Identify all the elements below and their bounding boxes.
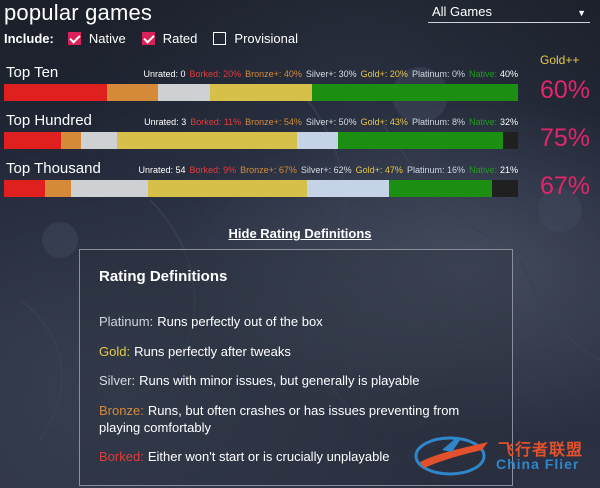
stat-platinum: Platinum: 8% — [411, 117, 465, 127]
bar-segment-red — [4, 180, 46, 197]
stat-bronze: Bronze+: 54% — [245, 117, 302, 127]
tier-name: Top Hundred — [6, 112, 92, 129]
game-filter-selected: All Games — [432, 4, 492, 19]
definition-gold: Gold: Runs perfectly after tweaks — [99, 343, 499, 360]
rated-checkbox-label: Rated — [162, 30, 198, 46]
game-filter-dropdown[interactable]: All Games ▼ — [428, 1, 590, 23]
stat-native-label: Native: — [468, 69, 497, 79]
bar-segment-green — [312, 84, 518, 101]
include-filters: Include: Native Rated Provisional — [4, 30, 314, 46]
rating-bar — [4, 180, 518, 197]
rated-checkbox[interactable]: Rated — [141, 30, 198, 46]
stat-native-value: 21% — [499, 165, 518, 175]
stat-bronze: Bronze+: 67% — [240, 165, 297, 175]
gold-plus-percent: 67% — [540, 172, 591, 200]
bar-segment-dark — [492, 180, 518, 197]
rating-definitions-panel: Rating Definitions Platinum: Runs perfect… — [79, 249, 513, 486]
stat-gold: Gold+: 20% — [360, 69, 408, 79]
bar-segment-orange — [106, 84, 159, 101]
bar-segment-silver — [81, 132, 118, 149]
gold-plus-header: Gold++ — [540, 53, 580, 67]
stat-bronze: Bronze+: 40% — [245, 69, 302, 79]
stat-borked: Borked: 9% — [189, 165, 237, 175]
definition-key: Silver: — [99, 373, 136, 388]
bar-segment-gold — [209, 84, 313, 101]
stat-platinum: Platinum: 16% — [406, 165, 465, 175]
stat-silver: Silver+: 30% — [305, 69, 357, 79]
tier-stats: Unrated: 0 Borked: 20% Bronze+: 40% Silv… — [140, 69, 518, 79]
stat-gold: Gold+: 43% — [360, 117, 408, 127]
native-checkbox-label: Native — [88, 30, 126, 46]
include-label: Include: — [4, 30, 54, 46]
stat-platinum: Platinum: 0% — [411, 69, 465, 79]
stat-unrated: Unrated: 3 — [144, 117, 187, 127]
bar-segment-red — [4, 132, 61, 149]
bar-segment-silver — [70, 180, 148, 197]
stat-unrated: Unrated: 0 — [143, 69, 186, 79]
provisional-checkbox-label: Provisional — [234, 30, 298, 46]
stat-native-value: 40% — [499, 69, 518, 79]
bar-segment-dark — [502, 132, 518, 149]
watermark-logo: 飞行者联盟 China Flier — [412, 428, 600, 484]
stat-native-label: Native: — [468, 165, 497, 175]
definitions-title: Rating Definitions — [99, 268, 228, 285]
stat-unrated: Unrated: 54 — [138, 165, 186, 175]
stat-native-value: 32% — [499, 117, 518, 127]
bar-segment-gold — [117, 132, 297, 149]
bar-segment-green — [389, 180, 493, 197]
definition-borked: Borked: Either won't start or is cruciall… — [99, 448, 499, 465]
bar-segment-platinum — [307, 180, 390, 197]
bar-segment-orange — [60, 132, 82, 149]
bar-segment-orange — [45, 180, 71, 197]
gold-plus-percent: 75% — [540, 124, 591, 152]
definition-bronze: Bronze: Runs, but often crashes or has is… — [99, 402, 499, 436]
definition-key: Platinum: — [99, 314, 154, 329]
plane-logo-icon — [414, 436, 488, 476]
stat-silver: Silver+: 50% — [305, 117, 357, 127]
rating-bar — [4, 84, 518, 101]
stat-native-label: Native: — [468, 117, 497, 127]
watermark-cn: 飞行者联盟 — [498, 442, 584, 459]
definition-silver: Silver: Runs with minor issues, but gener… — [99, 372, 499, 389]
definition-key: Borked: — [99, 449, 144, 464]
definition-platinum: Platinum: Runs perfectly out of the box — [99, 313, 499, 330]
tier-stats: Unrated: 3 Borked: 11% Bronze+: 54% Silv… — [140, 117, 518, 127]
native-checkbox[interactable]: Native — [67, 30, 126, 46]
tier-stats: Unrated: 54 Borked: 9% Bronze+: 67% Silv… — [135, 165, 518, 175]
definition-text: Runs with minor issues, but generally is… — [139, 373, 420, 388]
tier-name: Top Ten — [6, 64, 59, 81]
bar-segment-platinum — [296, 132, 339, 149]
provisional-checkbox[interactable]: Provisional — [213, 31, 298, 46]
checkbox-checked-icon[interactable] — [67, 31, 81, 45]
hide-rating-definitions-link[interactable]: Hide Rating Definitions — [228, 226, 372, 241]
definition-text: Runs perfectly after tweaks — [134, 344, 291, 359]
definition-text: Runs, but often crashes or has issues pr… — [99, 403, 460, 435]
gold-plus-percent: 60% — [540, 76, 591, 104]
definition-key: Bronze: — [99, 403, 144, 418]
watermark-en: China Flier — [496, 456, 580, 472]
stat-gold: Gold+: 47% — [355, 165, 403, 175]
bar-segment-green — [338, 132, 503, 149]
tier-name: Top Thousand — [6, 160, 101, 177]
rating-bar — [4, 132, 518, 149]
caret-down-icon: ▼ — [577, 8, 586, 18]
stat-borked: Borked: 11% — [190, 117, 242, 127]
checkbox-checked-icon[interactable] — [141, 31, 155, 45]
page-title: popular games — [4, 0, 153, 25]
bar-segment-red — [4, 84, 107, 101]
definition-key: Gold: — [99, 344, 131, 359]
stat-silver: Silver+: 62% — [300, 165, 352, 175]
bar-segment-silver — [158, 84, 210, 101]
checkbox-unchecked-icon[interactable] — [213, 31, 227, 45]
stat-borked: Borked: 20% — [189, 69, 242, 79]
definition-text: Runs perfectly out of the box — [157, 314, 323, 329]
bar-segment-gold — [147, 180, 308, 197]
definition-text: Either won't start or is crucially unpla… — [147, 449, 390, 464]
